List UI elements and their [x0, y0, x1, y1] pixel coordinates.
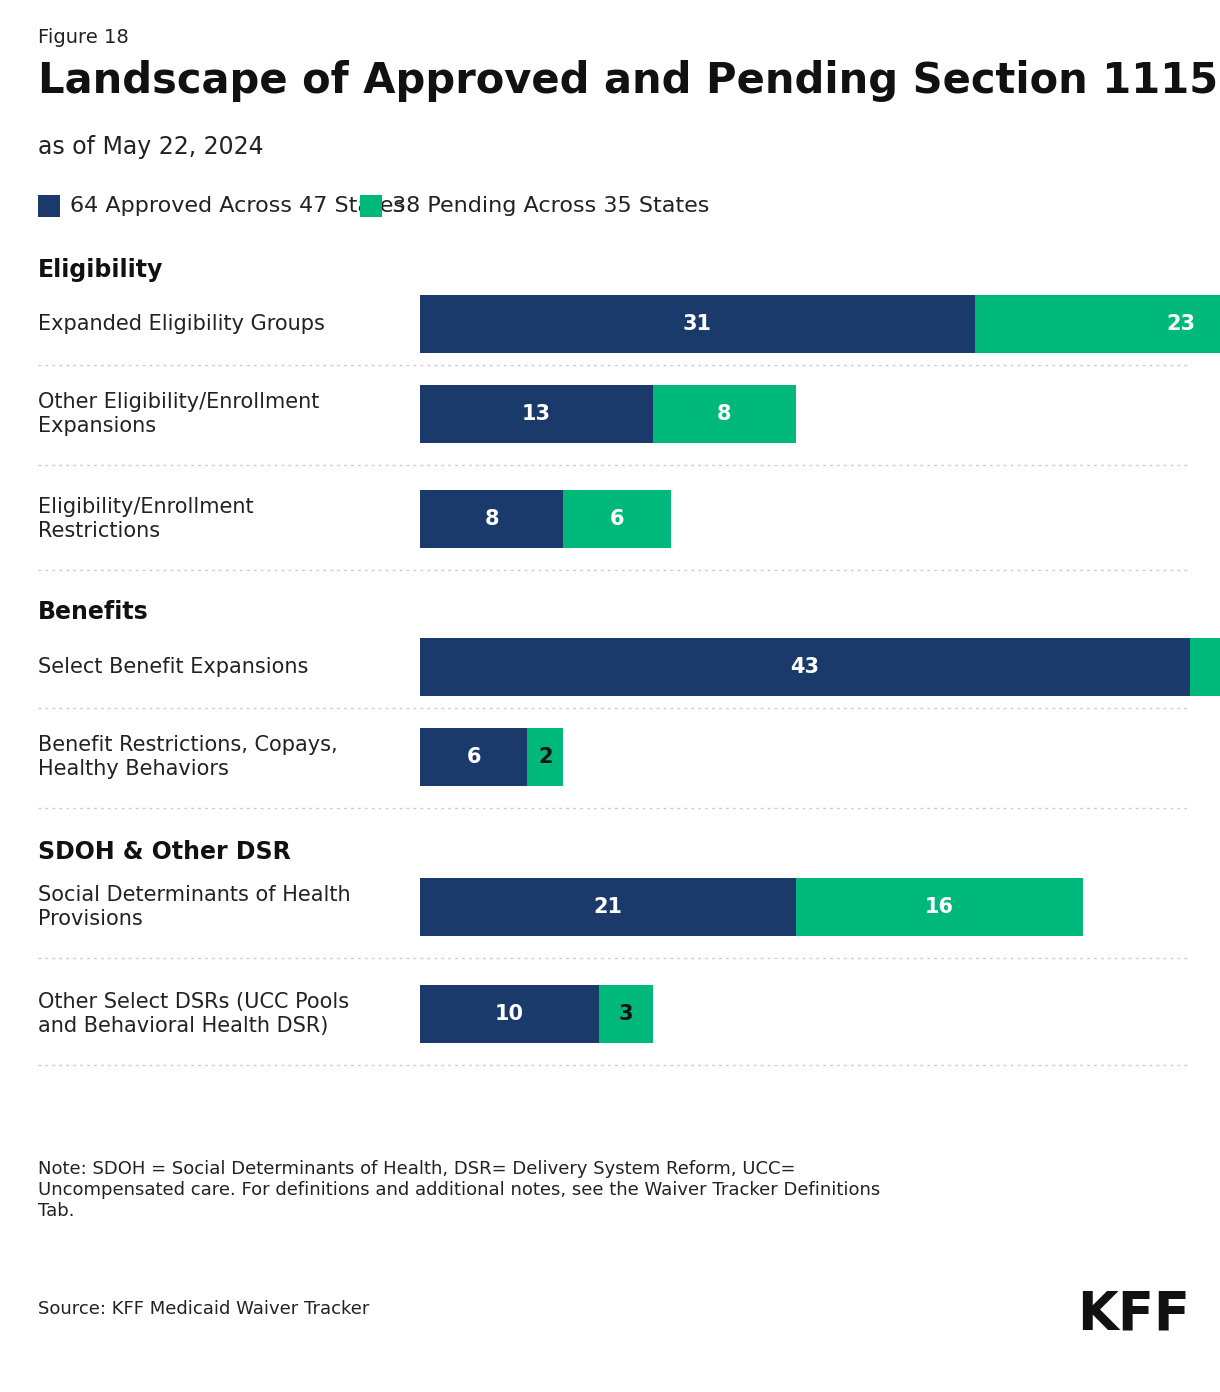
- Text: 8: 8: [484, 509, 499, 529]
- Bar: [420, 490, 564, 548]
- Bar: [564, 490, 671, 548]
- Text: Social Determinants of Health
Provisions: Social Determinants of Health Provisions: [38, 885, 350, 928]
- Text: Eligibility/Enrollment
Restrictions: Eligibility/Enrollment Restrictions: [38, 497, 254, 540]
- Text: 21: 21: [593, 896, 622, 917]
- Text: 6: 6: [466, 748, 481, 767]
- Text: Expanded Eligibility Groups: Expanded Eligibility Groups: [38, 315, 325, 334]
- Text: 2: 2: [538, 748, 553, 767]
- Text: 43: 43: [791, 657, 820, 677]
- Bar: [653, 386, 795, 443]
- Bar: [420, 386, 653, 443]
- Bar: [599, 986, 653, 1043]
- Text: 23: 23: [1166, 315, 1196, 334]
- Bar: [527, 728, 564, 786]
- Text: Note: SDOH = Social Determinants of Health, DSR= Delivery System Reform, UCC=
Un: Note: SDOH = Social Determinants of Heal…: [38, 1160, 881, 1219]
- Bar: [360, 195, 382, 217]
- Bar: [975, 295, 1220, 354]
- Bar: [420, 878, 795, 935]
- Text: 6: 6: [610, 509, 625, 529]
- Text: Landscape of Approved and Pending Section 1115 Waivers: Landscape of Approved and Pending Sectio…: [38, 60, 1220, 102]
- Text: 3: 3: [619, 1004, 633, 1025]
- Text: 8: 8: [717, 404, 732, 425]
- Bar: [420, 986, 599, 1043]
- Text: Figure 18: Figure 18: [38, 28, 129, 47]
- Bar: [420, 728, 527, 786]
- Bar: [795, 878, 1082, 935]
- Text: Benefits: Benefits: [38, 600, 149, 624]
- Text: 16: 16: [925, 896, 954, 917]
- Text: Select Benefit Expansions: Select Benefit Expansions: [38, 657, 309, 677]
- Text: Eligibility: Eligibility: [38, 258, 163, 283]
- Text: SDOH & Other DSR: SDOH & Other DSR: [38, 839, 290, 864]
- Text: 64 Approved Across 47 States: 64 Approved Across 47 States: [70, 196, 405, 216]
- Text: Other Eligibility/Enrollment
Expansions: Other Eligibility/Enrollment Expansions: [38, 393, 320, 436]
- Text: 13: 13: [522, 404, 551, 425]
- Text: Benefit Restrictions, Copays,
Healthy Behaviors: Benefit Restrictions, Copays, Healthy Be…: [38, 735, 338, 778]
- Text: 10: 10: [495, 1004, 525, 1025]
- Text: 31: 31: [683, 315, 712, 334]
- Text: as of May 22, 2024: as of May 22, 2024: [38, 135, 264, 159]
- Text: 38 Pending Across 35 States: 38 Pending Across 35 States: [392, 196, 709, 216]
- Bar: [420, 638, 1190, 696]
- Text: Source: KFF Medicaid Waiver Tracker: Source: KFF Medicaid Waiver Tracker: [38, 1300, 370, 1318]
- Bar: [420, 295, 975, 354]
- Bar: [38, 195, 60, 217]
- Text: KFF: KFF: [1077, 1288, 1190, 1340]
- Text: Other Select DSRs (UCC Pools
and Behavioral Health DSR): Other Select DSRs (UCC Pools and Behavio…: [38, 992, 349, 1036]
- Bar: [1190, 638, 1220, 696]
